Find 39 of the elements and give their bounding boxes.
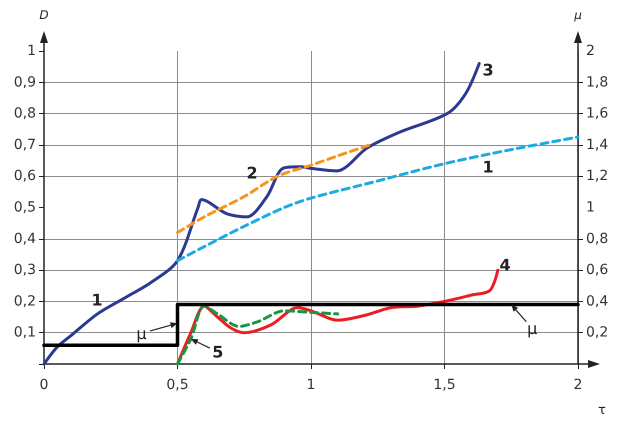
y-tick-label: 0,1 xyxy=(14,324,36,341)
line-series xyxy=(176,143,372,234)
y2-tick-label: 1 xyxy=(586,200,595,216)
y-tick-label: 0,9 xyxy=(14,74,36,90)
x-tick-label: 1 xyxy=(306,377,316,393)
y-tick-label: 0,5 xyxy=(14,200,36,216)
annotation: μ xyxy=(136,324,147,343)
annotation: 4 xyxy=(499,256,511,274)
line-series xyxy=(176,304,340,366)
annotation: 1 xyxy=(482,158,494,176)
y-tick-label: 0,4 xyxy=(14,230,36,247)
x-tick-label: 0,5 xyxy=(166,377,189,393)
annotation: μ xyxy=(527,319,538,338)
annotation: 5 xyxy=(212,342,224,362)
x-tick-label: 2 xyxy=(574,377,582,393)
y2-axis-title: μ xyxy=(573,8,582,22)
y-axis-title: D xyxy=(39,8,49,22)
y-tick-label: 0,8 xyxy=(14,106,36,122)
annotation: 3 xyxy=(482,60,494,80)
x-axis-title: τ xyxy=(598,403,606,418)
y2-tick-label: 0,6 xyxy=(586,262,608,278)
y2-tick-label: 1,6 xyxy=(586,106,608,122)
y2-tick-label: 1,8 xyxy=(586,74,608,90)
x-tick-label: 0 xyxy=(40,377,48,393)
y2-tick-label: 0,4 xyxy=(586,293,608,310)
y2-tick-label: 0,2 xyxy=(586,324,608,341)
y-tick-label: 0,2 xyxy=(14,293,36,310)
y-tick-label: 0,6 xyxy=(14,168,36,184)
y2-tick-label: 1,2 xyxy=(586,168,608,184)
y-tick-label: 0,3 xyxy=(14,262,36,278)
y-tick-label: 1 xyxy=(27,43,36,59)
y2-tick-label: 0,8 xyxy=(586,230,608,247)
y-tick-label: 0,7 xyxy=(14,136,36,153)
annotation: 2 xyxy=(246,164,258,182)
annotation: 1 xyxy=(91,290,103,310)
y2-tick-label: 1,4 xyxy=(586,136,608,153)
y2-tick-label: 2 xyxy=(586,43,595,59)
line-series xyxy=(42,62,481,366)
x-tick-label: 1,5 xyxy=(433,377,456,393)
